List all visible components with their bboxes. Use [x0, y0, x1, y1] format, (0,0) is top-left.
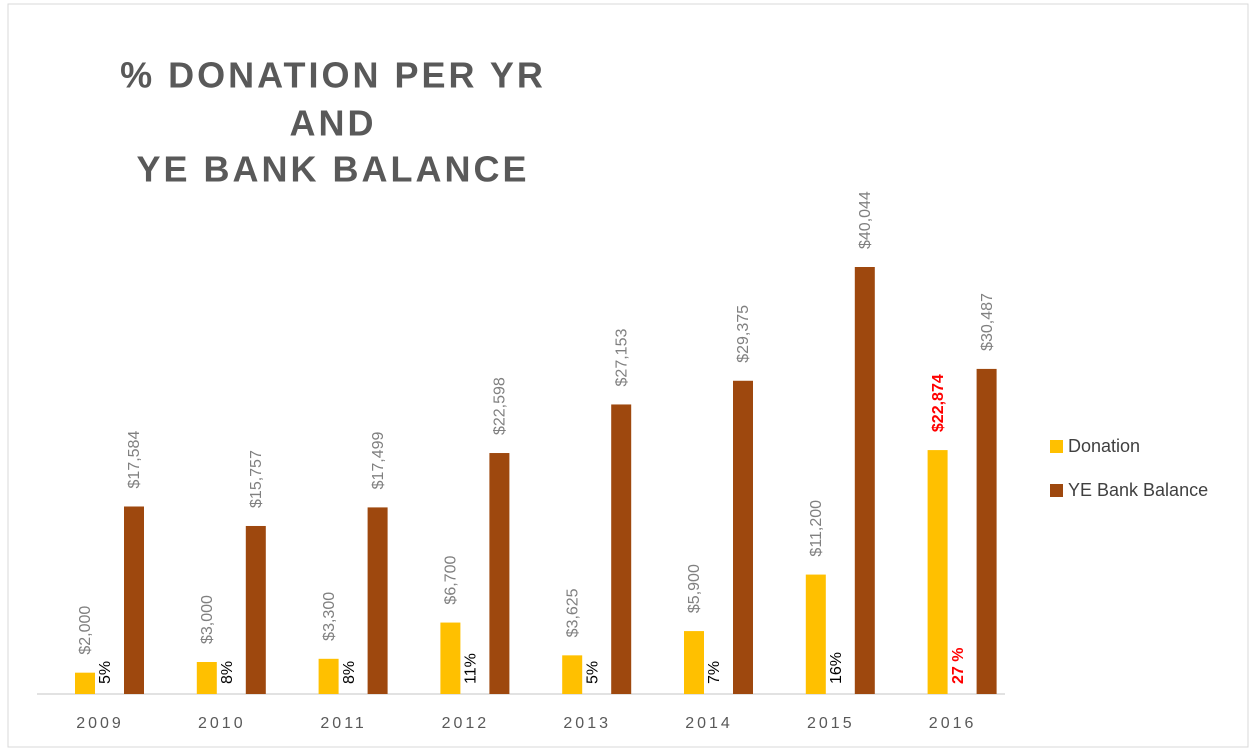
data-label: $11,200 — [808, 500, 825, 557]
annotation: 16% — [828, 652, 845, 684]
x-tick-label: 2013 — [563, 715, 611, 732]
bar — [440, 622, 461, 694]
data-label: $2,000 — [77, 606, 94, 655]
x-tick-label: 2012 — [442, 715, 490, 732]
bar — [854, 267, 875, 694]
bar — [196, 662, 217, 694]
bar — [318, 658, 339, 694]
annotation: 8% — [341, 661, 358, 684]
bar — [245, 525, 266, 694]
data-label: $17,499 — [370, 431, 387, 489]
x-tick-label: 2010 — [198, 715, 246, 732]
bar — [611, 404, 632, 694]
data-label: $30,487 — [979, 293, 996, 351]
data-label: $5,900 — [686, 564, 703, 613]
annotation: 5% — [97, 661, 114, 684]
data-label: $6,700 — [443, 556, 460, 605]
x-tick-label: 2009 — [76, 715, 124, 732]
legend-swatch — [1050, 440, 1063, 453]
data-label: $22,598 — [492, 377, 509, 435]
data-label: $17,584 — [126, 431, 143, 489]
legend-label: Donation — [1068, 436, 1140, 456]
data-label: $40,044 — [857, 191, 874, 249]
annotation: 5% — [584, 661, 601, 684]
bar — [489, 453, 510, 694]
legend-label: YE Bank Balance — [1068, 480, 1208, 500]
x-tick-label: 2015 — [807, 715, 855, 732]
annotation: 7% — [706, 661, 723, 684]
data-label: $15,757 — [248, 450, 265, 508]
annotation: 27 % — [950, 648, 967, 684]
data-label: $29,375 — [735, 305, 752, 363]
data-label: $3,000 — [199, 595, 216, 644]
bar — [927, 450, 948, 694]
bar — [562, 655, 583, 694]
data-label: $3,625 — [564, 588, 581, 637]
chart-title: AND — [290, 103, 377, 144]
bar — [367, 507, 388, 694]
annotation: 8% — [219, 661, 236, 684]
data-label: $3,300 — [321, 592, 338, 641]
chart-title: YE BANK BALANCE — [136, 149, 529, 190]
bar — [75, 672, 95, 694]
x-tick-label: 2016 — [929, 715, 977, 732]
data-label: $22,874 — [930, 374, 947, 432]
chart-title: % DONATION PER YR — [120, 55, 546, 96]
bar — [805, 574, 826, 694]
annotation: 11% — [463, 653, 480, 684]
x-tick-label: 2011 — [320, 715, 366, 732]
bar — [124, 506, 144, 694]
x-tick-label: 2014 — [685, 715, 733, 732]
bar — [684, 631, 704, 694]
bar — [976, 368, 997, 694]
legend-swatch — [1050, 484, 1063, 497]
data-label: $27,153 — [613, 329, 630, 387]
bar — [733, 380, 753, 694]
